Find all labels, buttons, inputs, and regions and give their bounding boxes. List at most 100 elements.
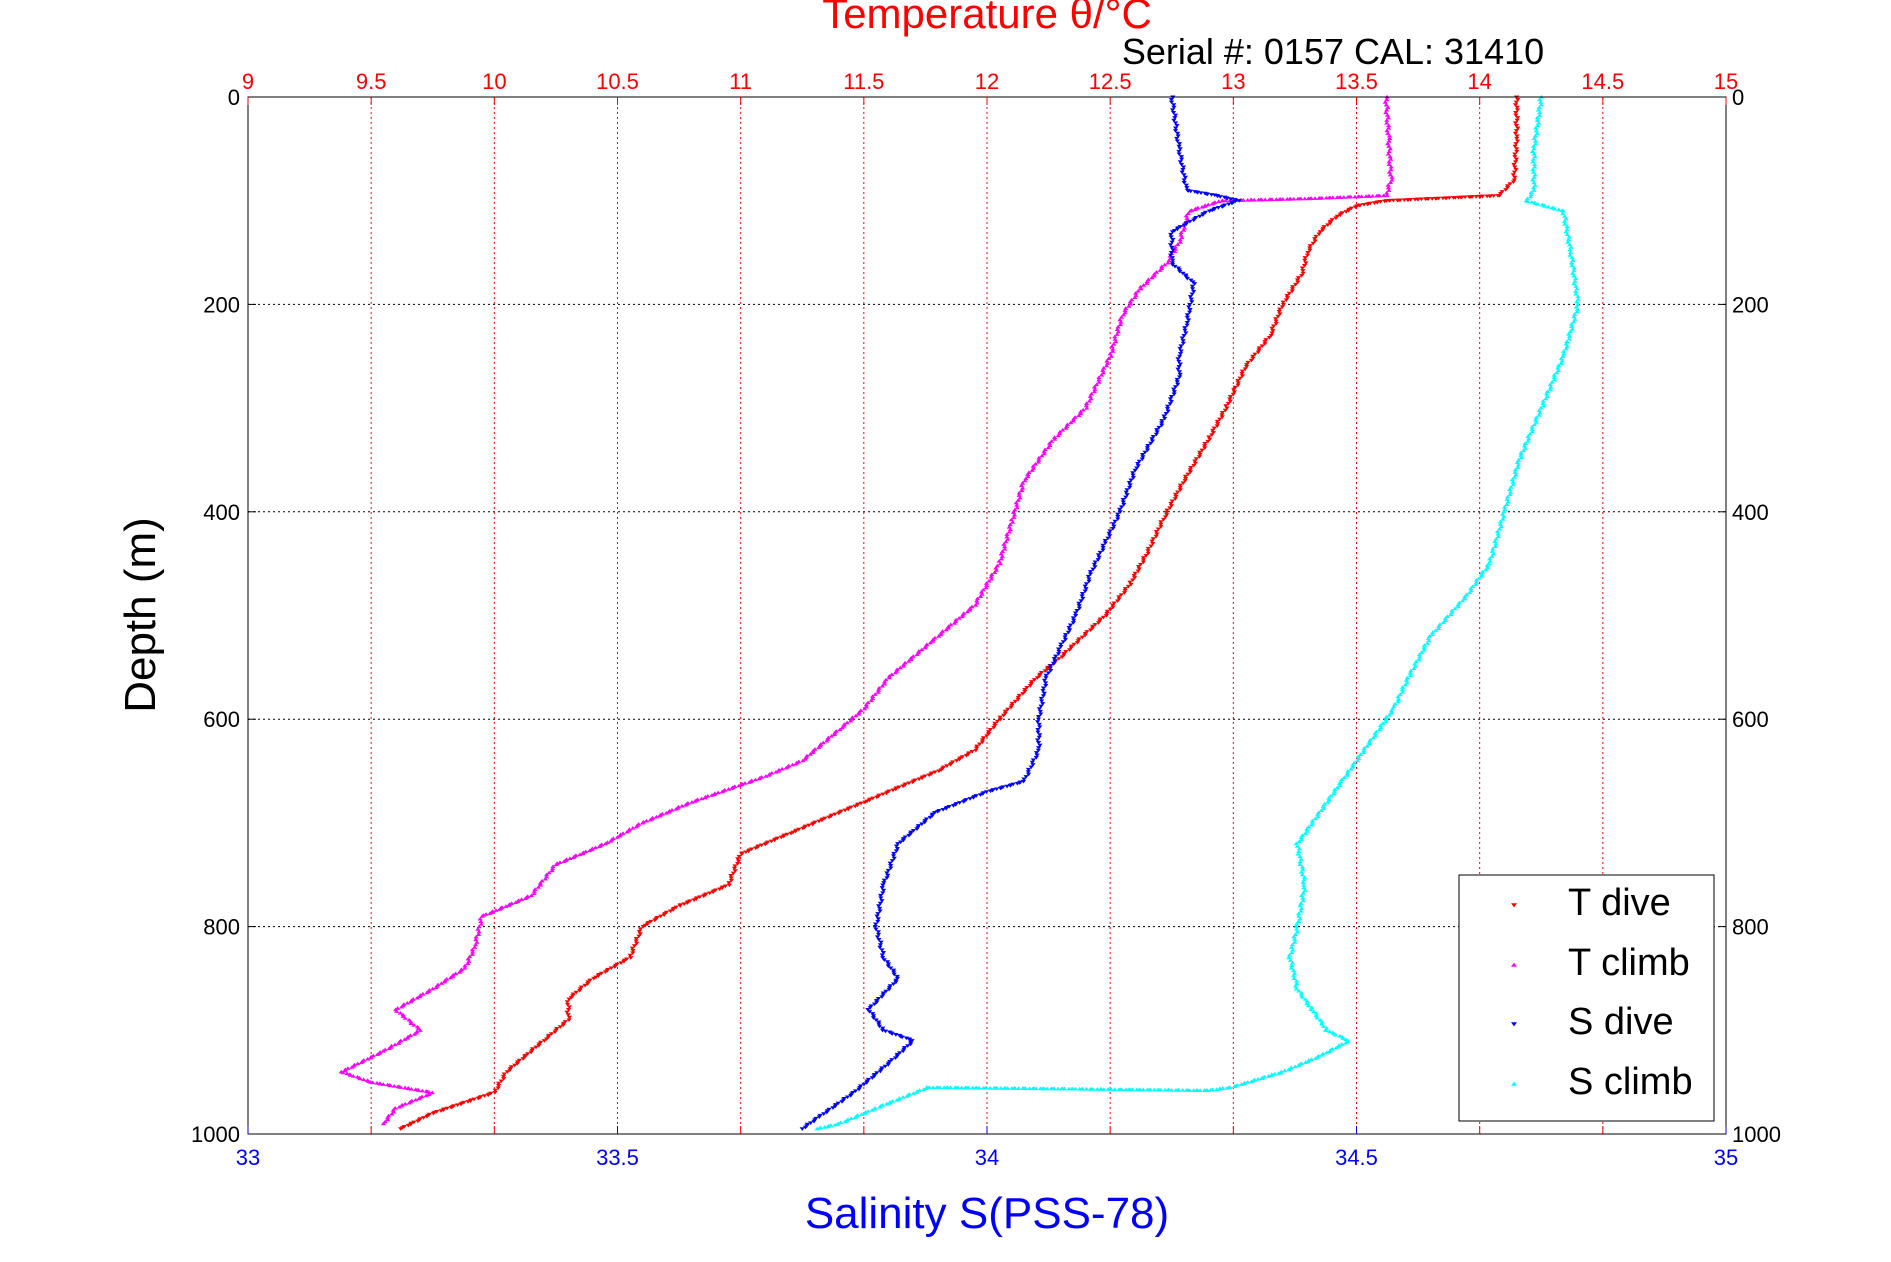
data-point xyxy=(832,812,838,817)
data-point xyxy=(1386,144,1392,148)
data-point xyxy=(1037,733,1043,737)
data-point xyxy=(893,844,900,849)
data-point xyxy=(789,762,796,767)
data-point xyxy=(893,980,899,985)
data-point xyxy=(1021,777,1027,782)
data-point xyxy=(1185,472,1191,477)
data-point xyxy=(1551,377,1558,382)
data-point xyxy=(1293,986,1299,991)
data-point xyxy=(1299,893,1305,898)
data-point xyxy=(1380,721,1386,725)
data-point xyxy=(1345,768,1351,773)
data-point xyxy=(717,887,723,892)
data-point xyxy=(1496,527,1503,531)
data-point xyxy=(543,872,550,877)
data-point xyxy=(475,932,482,936)
data-point xyxy=(1547,382,1553,387)
data-point xyxy=(1126,480,1132,485)
data-point xyxy=(582,983,588,988)
data-point xyxy=(1122,589,1128,593)
data-point xyxy=(1036,722,1042,727)
data-point xyxy=(1532,164,1538,169)
data-point xyxy=(884,960,891,964)
data-point xyxy=(1206,209,1213,214)
data-point xyxy=(1014,503,1020,507)
data-point xyxy=(692,799,698,803)
data-point xyxy=(1090,567,1096,572)
data-point xyxy=(830,1106,836,1110)
data-point xyxy=(1346,208,1352,213)
data-point xyxy=(386,1046,392,1051)
data-point xyxy=(1493,541,1499,546)
data-point xyxy=(1567,250,1574,255)
chart-subtitle: Serial #: 0157 CAL: 31410 xyxy=(1122,31,1544,72)
data-point xyxy=(1085,574,1091,579)
data-point xyxy=(1302,196,1308,201)
data-point xyxy=(1536,105,1542,109)
data-point xyxy=(1169,256,1175,260)
data-point xyxy=(1304,253,1311,258)
data-point xyxy=(1309,822,1315,827)
data-point xyxy=(501,1077,507,1081)
data-point xyxy=(743,850,749,855)
data-point xyxy=(389,1111,395,1116)
data-point xyxy=(1192,461,1198,466)
data-point xyxy=(987,1085,993,1090)
data-point xyxy=(1166,258,1172,263)
data-point xyxy=(663,810,669,815)
data-point xyxy=(1301,885,1307,890)
data-point xyxy=(856,1087,862,1092)
data-point xyxy=(1205,202,1211,207)
data-point xyxy=(1062,637,1069,642)
data-point xyxy=(876,904,882,908)
data-point xyxy=(852,1115,858,1119)
data-point xyxy=(1238,1082,1245,1086)
data-point xyxy=(1289,950,1295,955)
data-point xyxy=(959,755,965,759)
data-point xyxy=(1333,1045,1339,1050)
data-point xyxy=(1298,908,1304,913)
data-point xyxy=(1567,253,1573,257)
data-point xyxy=(914,827,920,831)
data-point xyxy=(1284,293,1290,298)
data-point xyxy=(1062,635,1068,640)
data-point xyxy=(1202,446,1208,451)
data-point xyxy=(876,1020,882,1025)
data-point xyxy=(1128,301,1134,306)
data-point xyxy=(1300,271,1306,276)
data-point xyxy=(772,838,778,843)
data-point xyxy=(877,943,884,947)
data-point xyxy=(938,632,944,637)
data-point xyxy=(882,1029,889,1034)
data-point xyxy=(1159,421,1165,426)
data-point xyxy=(1163,412,1169,416)
data-point xyxy=(1171,387,1177,392)
data-point xyxy=(1051,661,1057,666)
data-point xyxy=(980,1085,987,1090)
data-point xyxy=(1120,498,1126,502)
data-point xyxy=(886,986,893,990)
data-point xyxy=(781,834,787,839)
data-point xyxy=(1542,204,1548,208)
data-point xyxy=(863,702,869,707)
data-point xyxy=(1181,223,1187,228)
data-point xyxy=(1341,775,1348,779)
data-point xyxy=(1511,162,1517,167)
data-point xyxy=(888,866,894,871)
data-point xyxy=(1288,945,1295,949)
data-point xyxy=(1171,103,1177,107)
data-point xyxy=(891,970,897,975)
data-point xyxy=(869,1108,875,1112)
data-point xyxy=(1301,883,1307,887)
data-point xyxy=(1337,781,1343,786)
data-point xyxy=(394,1009,400,1013)
data-point xyxy=(1562,214,1568,218)
data-point xyxy=(1293,924,1299,929)
data-point xyxy=(577,852,583,857)
data-point xyxy=(1460,598,1466,603)
data-point xyxy=(1153,432,1159,437)
data-point xyxy=(669,807,675,812)
data-point xyxy=(1408,673,1414,677)
data-point xyxy=(1536,113,1543,117)
data-point xyxy=(1180,165,1187,170)
